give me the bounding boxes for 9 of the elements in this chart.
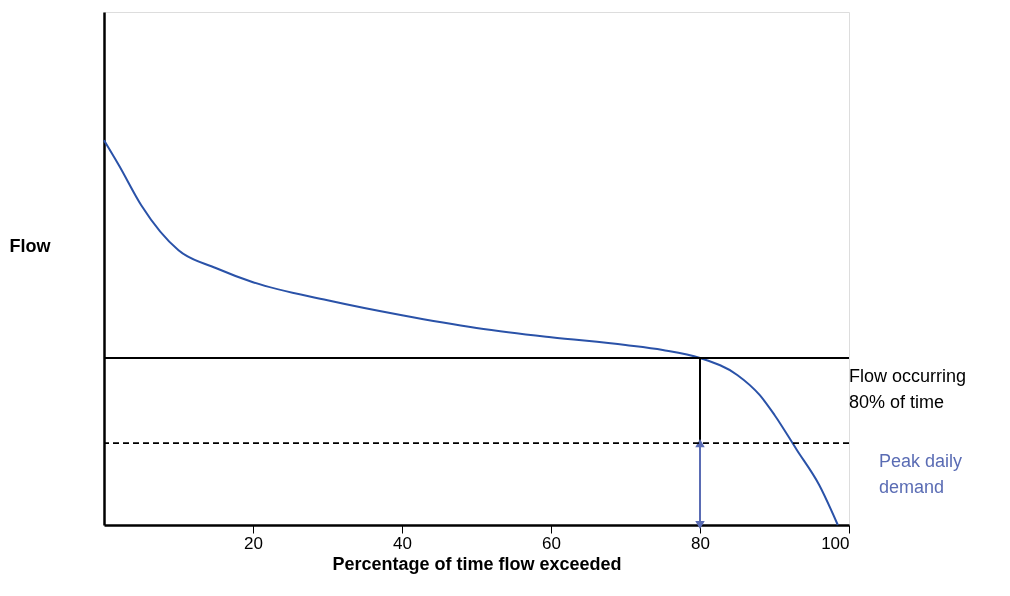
x-tick-label: 100 xyxy=(821,533,850,553)
y-axis-title: Flow xyxy=(9,235,52,256)
x-tick-label: 20 xyxy=(244,533,263,553)
x-tick-label: 60 xyxy=(542,533,561,553)
x-tick-label: 40 xyxy=(393,533,412,553)
x-axis-title: Percentage of time flow exceeded xyxy=(332,553,622,574)
text: Peak daily demand xyxy=(879,451,963,498)
ref-line-label: Flow occurring 80% of time xyxy=(849,366,967,413)
x-tick-label: 80 xyxy=(691,533,710,553)
